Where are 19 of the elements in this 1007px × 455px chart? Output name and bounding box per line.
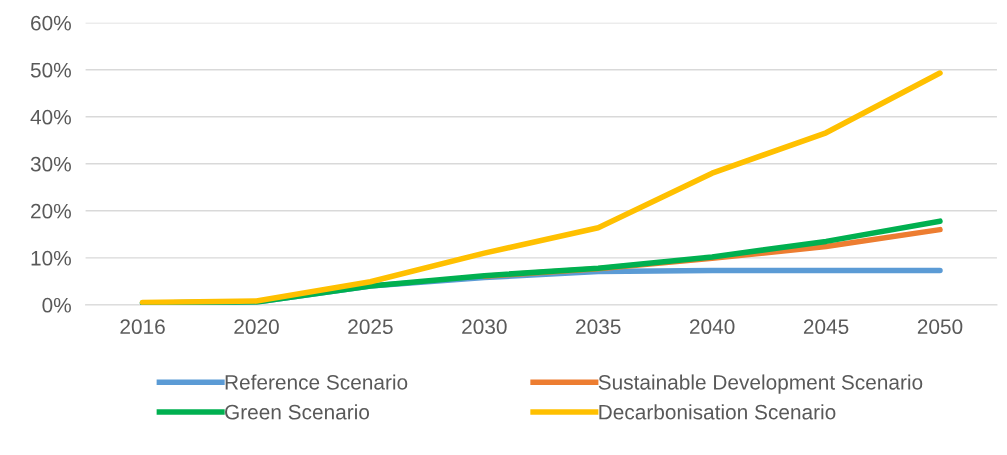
x-tick-label: 2030 [462, 319, 507, 335]
y-tick-label: 10% [31, 250, 71, 266]
y-tick-label: 20% [31, 203, 71, 219]
y-tick-label: 50% [30, 62, 71, 78]
y-tick-label: 0% [42, 297, 71, 313]
x-tick-label: 2040 [690, 319, 735, 335]
y-tick-label: 40% [30, 109, 71, 125]
x-tick-label: 2035 [576, 319, 621, 335]
legend-label: Decarbonisation Scenario [599, 404, 836, 420]
legend-label: Green Scenario [225, 404, 370, 420]
y-tick-label: 60% [31, 15, 71, 31]
legend-label: Reference Scenario [225, 374, 408, 390]
x-tick-label: 2050 [917, 319, 963, 335]
x-tick-label: 2016 [120, 319, 165, 335]
x-tick-label: 2045 [803, 319, 849, 335]
x-tick-label: 2020 [234, 319, 279, 335]
legend-label: Sustainable Development Scenario [598, 374, 923, 394]
y-tick-label: 30% [30, 156, 71, 172]
x-tick-label: 2025 [348, 319, 393, 335]
